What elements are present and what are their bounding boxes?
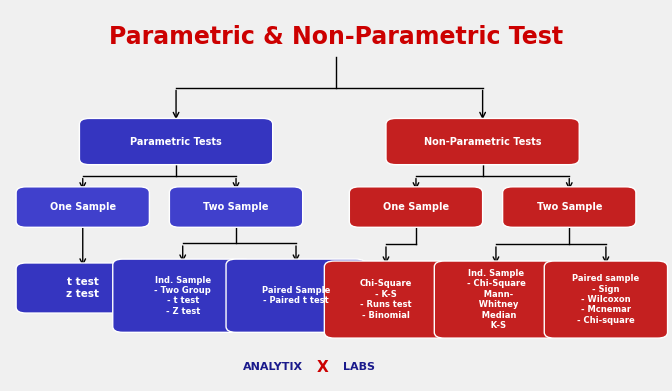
Text: X: X — [317, 359, 329, 375]
Text: Two Sample: Two Sample — [536, 202, 602, 212]
Text: Non-Parametric Tests: Non-Parametric Tests — [424, 136, 542, 147]
FancyBboxPatch shape — [226, 259, 366, 332]
Text: Paired Sample
- Paired t test: Paired Sample - Paired t test — [262, 286, 330, 305]
FancyBboxPatch shape — [503, 187, 636, 227]
Text: One Sample: One Sample — [50, 202, 116, 212]
Text: Parametric Tests: Parametric Tests — [130, 136, 222, 147]
FancyBboxPatch shape — [79, 118, 273, 165]
Text: Paired sample
- Sign
- Wilcoxon
- Mcnemar
- Chi-square: Paired sample - Sign - Wilcoxon - Mcnema… — [573, 274, 640, 325]
FancyBboxPatch shape — [325, 261, 448, 338]
Text: Ind. Sample
- Two Group
- t test
- Z test: Ind. Sample - Two Group - t test - Z tes… — [155, 276, 211, 316]
FancyBboxPatch shape — [349, 187, 482, 227]
FancyBboxPatch shape — [16, 187, 149, 227]
Text: Two Sample: Two Sample — [204, 202, 269, 212]
FancyBboxPatch shape — [16, 263, 149, 313]
FancyBboxPatch shape — [544, 261, 667, 338]
FancyBboxPatch shape — [434, 261, 558, 338]
FancyBboxPatch shape — [169, 187, 302, 227]
Text: LABS: LABS — [343, 362, 375, 372]
Text: ANALYTIX: ANALYTIX — [243, 362, 302, 372]
FancyBboxPatch shape — [113, 259, 253, 332]
Text: Chi-Square
- K-S
- Runs test
- Binomial: Chi-Square - K-S - Runs test - Binomial — [360, 280, 412, 320]
Text: t test
z test: t test z test — [67, 277, 99, 299]
Text: Parametric & Non-Parametric Test: Parametric & Non-Parametric Test — [109, 25, 563, 50]
Text: Ind. Sample
- Chi-Square
  Mann-
  Whitney
  Median
  K-S: Ind. Sample - Chi-Square Mann- Whitney M… — [466, 269, 526, 330]
FancyBboxPatch shape — [386, 118, 579, 165]
Text: One Sample: One Sample — [383, 202, 449, 212]
